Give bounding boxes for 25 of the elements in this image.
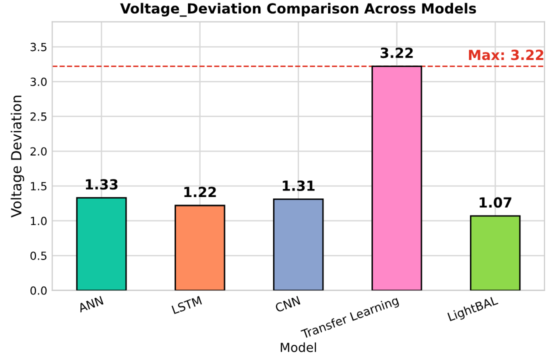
data-label: 3.22 (380, 48, 413, 58)
data-label: 1.31 (282, 180, 315, 191)
data-label: 1.33 (86, 179, 118, 190)
data-label: 1.22 (184, 186, 216, 198)
y-tick-label: 1.0 (30, 216, 47, 226)
y-axis-title: Voltage Deviation (10, 96, 24, 218)
y-tick-label: 3.5 (30, 42, 46, 52)
bar (470, 215, 521, 290)
y-tick-label: 3.0 (30, 78, 47, 86)
data-label: 1.07 (480, 197, 512, 208)
ref-line-label: Max: 3.22 (468, 50, 544, 60)
x-tick-label: ANN (78, 296, 104, 312)
y-tick-label: 2.5 (30, 112, 46, 121)
chart-title: Voltage_Deviation Comparison Across Models (120, 2, 476, 17)
y-tick-label: 0.5 (30, 252, 46, 260)
bar (273, 198, 324, 290)
x-tick-label: LSTM (172, 296, 202, 314)
x-axis-title: Model (280, 342, 316, 352)
x-tick-label: CNN (274, 296, 300, 312)
y-tick-label: 2.0 (30, 147, 47, 156)
y-tick-label: 0.0 (30, 286, 47, 295)
bar (174, 204, 226, 290)
bar (372, 66, 422, 290)
y-tick-label: 1.5 (30, 182, 46, 190)
bar (76, 197, 127, 290)
